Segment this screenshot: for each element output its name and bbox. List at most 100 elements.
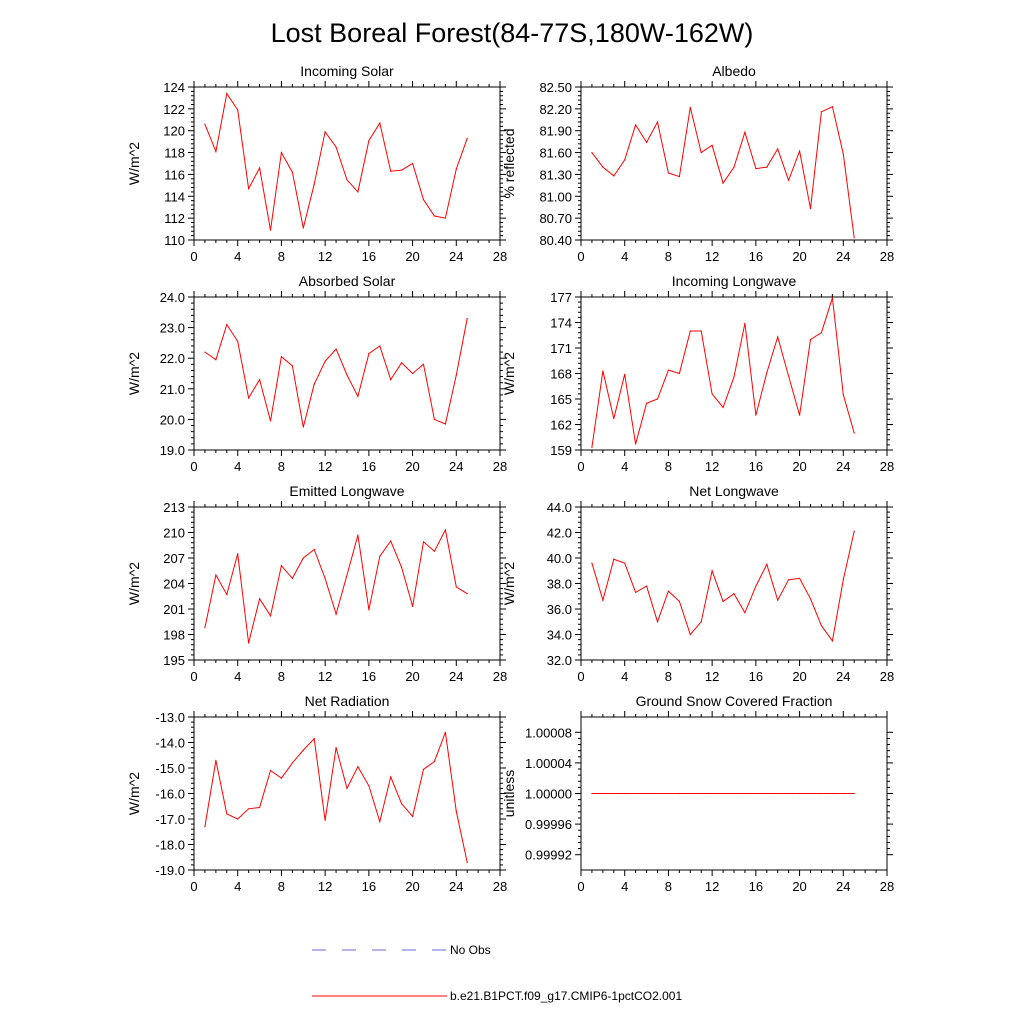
panel-7-point-10 xyxy=(313,738,315,740)
panel-8-point-15 xyxy=(755,792,757,795)
panel-2-xtick-label-28: 28 xyxy=(880,249,894,264)
panel-6-point-15 xyxy=(755,585,757,587)
panel-2-ytick-label-1: 80.70 xyxy=(539,211,572,226)
panel-3-xtick-label-4: 4 xyxy=(234,459,241,474)
panel-6-point-11 xyxy=(711,570,713,572)
panel-2-point-15 xyxy=(755,168,757,170)
panel-6-ytick-label-3: 38.0 xyxy=(547,577,572,592)
panel-3-point-15 xyxy=(368,353,370,355)
panel-2-ytick-label-0: 80.40 xyxy=(539,233,572,248)
panel-6-ytick-label-1: 34.0 xyxy=(547,628,572,643)
panel-7-xtick-label-28: 28 xyxy=(493,879,507,894)
panel-8-point-12 xyxy=(722,792,724,795)
panel-8-point-9 xyxy=(689,792,691,795)
panel-3-ytick-label-1: 20.0 xyxy=(160,412,185,427)
panel-5-point-2 xyxy=(226,593,228,596)
panel-7-xtick-label-16: 16 xyxy=(362,879,376,894)
panel-5-series-line-0 xyxy=(204,528,468,644)
panel-3-point-8 xyxy=(291,365,293,367)
panel-6-point-10 xyxy=(700,621,702,623)
panel-4-point-16 xyxy=(766,372,768,374)
panel-4-ytick-label-2: 165 xyxy=(550,392,572,407)
panel-3-point-2 xyxy=(226,323,228,326)
panel-3-point-0 xyxy=(204,351,206,353)
panel-2-point-10 xyxy=(700,151,702,154)
panel-4-xtick-label-28: 28 xyxy=(880,459,894,474)
panel-6-point-9 xyxy=(689,633,691,636)
panel-5-point-13 xyxy=(346,574,348,576)
panel-1-point-18 xyxy=(401,169,403,171)
panel-5-xtick-label-16: 16 xyxy=(362,669,376,684)
panel-2-point-13 xyxy=(733,166,735,168)
panel-1-point-19 xyxy=(411,162,414,165)
panel-2-point-5 xyxy=(645,141,648,143)
panel-3-point-22 xyxy=(444,423,446,425)
panel-1-ytick-label-5: 120 xyxy=(163,124,185,139)
panel-3-point-4 xyxy=(248,397,250,399)
panel-1-frame xyxy=(193,86,501,241)
panel-2-title: Albedo xyxy=(712,63,756,79)
panel-8-xtick-label-0: 0 xyxy=(577,879,584,894)
panel-2-point-1 xyxy=(602,166,604,168)
panel-4-xtick-label-24: 24 xyxy=(836,459,850,474)
panel-8-xtick-label-16: 16 xyxy=(749,879,763,894)
panel-5-xtick-label-4: 4 xyxy=(234,669,241,684)
panel-4-point-23 xyxy=(842,394,844,396)
panel-2-point-2 xyxy=(613,175,615,177)
panel-8-point-22 xyxy=(831,792,833,795)
panel-2-point-18 xyxy=(788,179,790,181)
panel-1-ytick-label-4: 118 xyxy=(164,146,185,161)
panel-5-xtick-label-12: 12 xyxy=(318,669,332,684)
panel-7-point-6 xyxy=(269,769,272,772)
panel-2-point-0 xyxy=(591,151,593,154)
panel-1-ytick-label-3: 116 xyxy=(164,167,185,182)
panel-2-point-20 xyxy=(809,208,812,210)
panel-6-ytick-label-2: 36.0 xyxy=(547,602,572,617)
panel-7-point-16 xyxy=(379,820,381,823)
panel-1-point-20 xyxy=(422,198,425,201)
panel-6-xtick-label-16: 16 xyxy=(749,669,763,684)
panel-6-point-21 xyxy=(820,624,823,627)
panel-3-ytick-label-2: 21.0 xyxy=(160,382,185,397)
panel-4-xtick-label-16: 16 xyxy=(749,459,763,474)
panel-4-ytick-label-6: 177 xyxy=(550,290,572,305)
panel-4-ytick-label-0: 159 xyxy=(550,443,572,458)
panel-7-point-12 xyxy=(335,747,337,749)
panel-2-point-7 xyxy=(667,172,670,174)
panel-6-point-19 xyxy=(798,577,801,580)
panel-3-xtick-label-24: 24 xyxy=(449,459,463,474)
panel-3-point-18 xyxy=(401,362,403,364)
panel-5-point-3 xyxy=(237,553,239,555)
panel-8-point-20 xyxy=(809,792,812,795)
panel-3-point-21 xyxy=(433,418,436,420)
panel-3-point-7 xyxy=(280,356,283,358)
panel-7-point-13 xyxy=(346,787,348,790)
panel-1-xtick-label-20: 20 xyxy=(405,249,419,264)
panel-3-point-23 xyxy=(455,374,457,376)
legend-label-no-obs: No Obs xyxy=(450,943,491,957)
panel-6-point-23 xyxy=(842,579,844,581)
panel-8-ytick-label-1: 0.99996 xyxy=(525,817,572,832)
panel-1-point-9 xyxy=(302,227,304,229)
panel-6-point-6 xyxy=(656,621,659,623)
panel-6-point-22 xyxy=(831,640,833,642)
panel-7-point-14 xyxy=(357,766,359,768)
panel-5-point-10 xyxy=(313,548,315,551)
panel-3-xtick-label-28: 28 xyxy=(493,459,507,474)
panel-8-ylabel: unitless xyxy=(501,770,517,817)
panel-7-point-22 xyxy=(444,731,446,733)
panel-7-xtick-label-4: 4 xyxy=(234,879,241,894)
panel-2-xtick-label-0: 0 xyxy=(577,249,584,264)
panel-6-ytick-label-4: 40.0 xyxy=(547,551,572,566)
panel-3-point-10 xyxy=(313,383,315,385)
panel-5-point-15 xyxy=(368,609,370,611)
panel-8-point-23 xyxy=(842,792,844,795)
panel-7: 0 4 8 12 16 20 24 28 -19.0 -18.0 -17.0 -16.0 -15.0 -1… xyxy=(126,693,507,894)
panel-6-point-7 xyxy=(667,590,670,592)
panel-4-point-21 xyxy=(820,332,823,334)
panel-8-ytick-label-2: 1.00000 xyxy=(525,787,572,802)
panel-8-point-18 xyxy=(788,792,790,795)
panel-5-xtick-label-24: 24 xyxy=(449,669,463,684)
panel-4-point-1 xyxy=(602,370,604,372)
panel-6-point-18 xyxy=(788,579,790,581)
